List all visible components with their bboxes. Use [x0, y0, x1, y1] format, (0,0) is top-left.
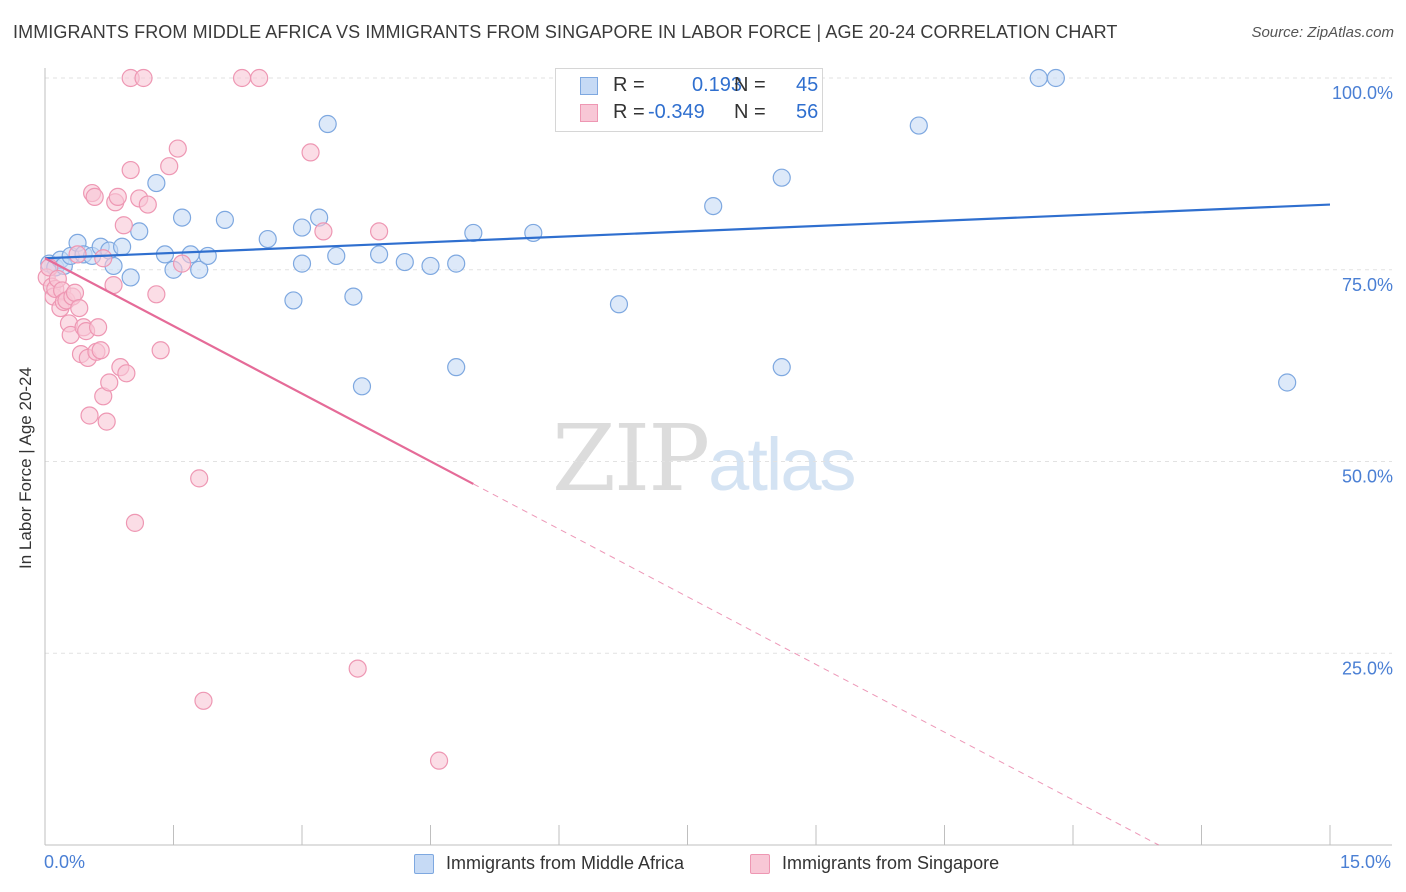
legend-label: Immigrants from Singapore: [782, 853, 1000, 873]
point-singapore: [134, 68, 153, 88]
point-singapore: [429, 751, 449, 770]
point-singapore: [89, 318, 108, 337]
legend-r-label: R =: [613, 74, 645, 96]
trend-line-singapore-dashed: [473, 483, 1159, 846]
point-singapore: [125, 513, 145, 532]
point-singapore: [80, 406, 99, 425]
point-singapore: [250, 68, 269, 88]
point-middle-africa: [370, 245, 389, 264]
point-middle-africa: [112, 237, 132, 256]
point-middle-africa: [772, 358, 791, 377]
point-singapore: [194, 691, 213, 710]
point-middle-africa: [447, 358, 466, 377]
point-middle-africa: [292, 254, 312, 273]
legend-n-value: 45: [796, 74, 819, 96]
point-singapore: [91, 341, 110, 360]
point-middle-africa: [258, 229, 277, 249]
chart-title: IMMIGRANTS FROM MIDDLE AFRICA VS IMMIGRA…: [13, 22, 1118, 42]
x-tick-label-min: 0.0%: [44, 852, 86, 872]
point-middle-africa: [352, 377, 372, 396]
point-middle-africa: [327, 246, 346, 266]
point-middle-africa: [1046, 68, 1065, 88]
point-middle-africa: [172, 208, 192, 227]
point-singapore: [138, 195, 157, 214]
point-middle-africa: [318, 114, 337, 134]
point-middle-africa: [198, 246, 217, 266]
point-singapore: [94, 249, 113, 268]
point-singapore: [100, 373, 119, 392]
point-middle-africa: [395, 252, 414, 272]
legend-swatch-blue: [414, 854, 434, 874]
point-singapore: [232, 68, 252, 88]
point-singapore: [172, 254, 192, 273]
point-singapore: [114, 216, 133, 235]
legend-r-label: R =: [613, 101, 645, 123]
point-singapore: [190, 469, 209, 488]
point-middle-africa: [772, 168, 791, 187]
legend-n-label: N =: [734, 74, 766, 96]
point-singapore: [370, 222, 389, 241]
point-middle-africa: [190, 260, 209, 279]
legend-swatch-pink: [580, 104, 598, 122]
y-tick-label: 25.0%: [1342, 658, 1393, 678]
point-middle-africa: [215, 210, 234, 229]
point-middle-africa: [464, 223, 483, 243]
point-middle-africa: [121, 268, 140, 287]
source-credit: Source: ZipAtlas.com: [1251, 24, 1394, 41]
point-singapore: [147, 285, 166, 304]
legend-r-value: 0.193: [692, 74, 743, 96]
point-middle-africa: [704, 196, 723, 216]
legend-swatch-blue: [580, 77, 598, 95]
point-singapore: [65, 283, 85, 302]
point-singapore: [68, 245, 87, 264]
point-middle-africa: [1029, 68, 1048, 88]
watermark-zip: ZIP: [552, 405, 710, 512]
point-singapore: [85, 187, 104, 206]
point-singapore: [301, 143, 320, 162]
point-middle-africa: [421, 256, 440, 276]
point-middle-africa: [130, 222, 149, 241]
legend-n-label: N =: [734, 101, 766, 123]
point-singapore: [108, 187, 127, 206]
point-singapore: [160, 157, 179, 176]
point-singapore: [314, 222, 333, 241]
watermark-atlas: atlas: [708, 423, 856, 506]
point-singapore: [168, 139, 187, 158]
point-singapore: [121, 160, 140, 180]
trend-line-singapore: [44, 257, 474, 485]
x-tick-label-max: 15.0%: [1340, 852, 1392, 872]
point-singapore: [151, 341, 170, 360]
point-middle-africa: [147, 173, 166, 193]
legend-label: Immigrants from Middle Africa: [446, 853, 685, 873]
y-tick-label: 75.0%: [1342, 275, 1393, 295]
y-tick-label: 50.0%: [1342, 467, 1393, 487]
legend-swatch-pink: [750, 854, 770, 874]
point-singapore: [117, 364, 136, 383]
watermark: ZIPatlas: [552, 405, 856, 512]
point-middle-africa: [609, 295, 629, 314]
stats-legend: R = 0.193 N = 45 R = -0.349 N = 56: [555, 68, 823, 132]
point-middle-africa: [909, 116, 928, 135]
point-middle-africa: [292, 218, 312, 237]
legend-r-value: -0.349: [648, 101, 705, 123]
point-singapore: [70, 299, 89, 318]
point-middle-africa: [284, 291, 303, 310]
legend-n-value: 56: [796, 101, 819, 123]
point-middle-africa: [447, 254, 466, 273]
y-axis-label: In Labor Force | Age 20-24: [16, 367, 35, 569]
point-middle-africa: [1278, 373, 1297, 392]
trend-line-middle-africa: [44, 203, 1331, 260]
y-tick-label: 100.0%: [1332, 83, 1393, 103]
point-singapore: [97, 412, 116, 431]
point-middle-africa: [344, 287, 363, 306]
y-axis-label-wrap: In Labor Force | Age 20-24: [6, 367, 46, 569]
point-singapore: [348, 659, 367, 678]
